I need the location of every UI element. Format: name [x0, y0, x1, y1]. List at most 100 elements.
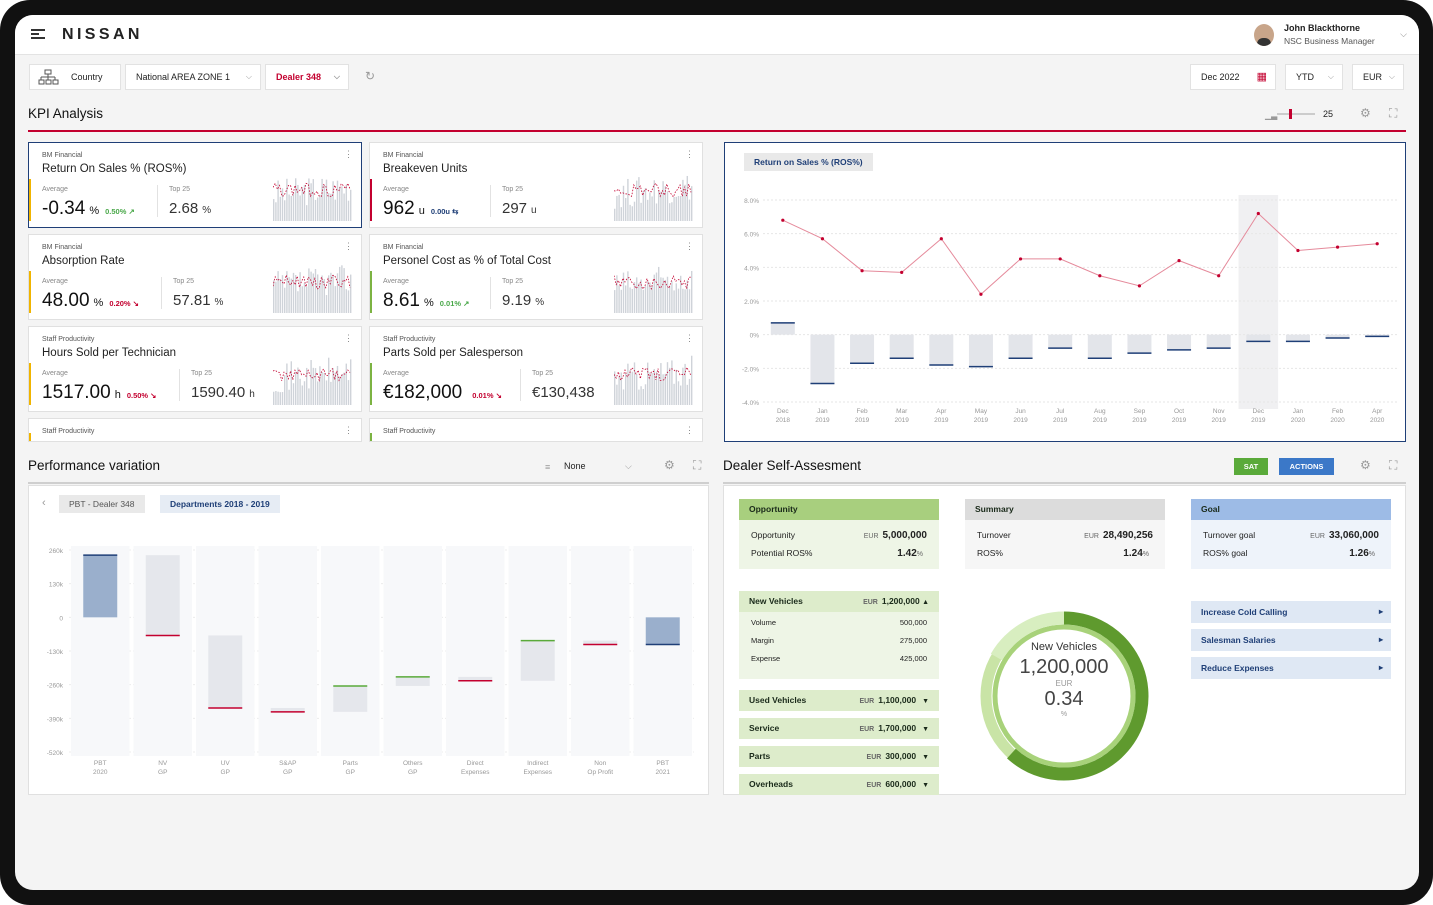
- department-row[interactable]: Used Vehicles EUR 1,100,000 ▼: [739, 690, 939, 711]
- spark-bar: [618, 194, 620, 221]
- kpi-title: Absorption Rate: [42, 255, 125, 267]
- average-number: 8.61: [383, 290, 420, 311]
- more-icon[interactable]: ⋮: [685, 425, 694, 435]
- perf-tab-departments[interactable]: Departments 2018 - 2019: [160, 495, 280, 513]
- spark-bar: [688, 289, 691, 313]
- department-row[interactable]: Service EUR 1,700,000 ▼: [739, 718, 939, 739]
- department-row[interactable]: Overheads EUR 600,000 ▼: [739, 774, 939, 795]
- ros-chart: 8.0% 6.0% 4.0% 2.0% 0% -2.0% -4.0% Dec 2018 Jan 20…: [742, 195, 1397, 424]
- average-value: 962 u 0.00u ⇆: [383, 198, 458, 220]
- kpi-card[interactable]: Staff Productivity ⋮: [28, 418, 362, 442]
- action-item[interactable]: Reduce Expenses ▸: [1191, 657, 1391, 679]
- spark-bar: [638, 389, 640, 405]
- spark-bar: [684, 289, 686, 313]
- spark-bar: [686, 280, 688, 313]
- spark-bar: [290, 195, 292, 221]
- chevron-down-icon: ▼: [922, 782, 929, 789]
- app-screen: NISSAN John Blackthorne NSC Business Man…: [15, 15, 1419, 890]
- slider-value: 25: [1323, 109, 1334, 119]
- spark-bar: [618, 375, 620, 405]
- gear-icon[interactable]: ⚙: [664, 458, 675, 472]
- goal-box: Goal Turnover goal EUR 33,060,000 ROS% goa…: [1191, 499, 1391, 569]
- hierarchy-button[interactable]: [29, 64, 65, 90]
- spark-bar: [673, 290, 675, 313]
- kpi-card[interactable]: Staff Productivity ⋮: [369, 418, 703, 442]
- user-info[interactable]: John Blackthorne NSC Business Manager: [1284, 23, 1389, 46]
- menu-icon[interactable]: [31, 27, 47, 41]
- spark-bar: [312, 367, 314, 405]
- sat-button[interactable]: SAT: [1234, 458, 1268, 475]
- ros-chart-panel: Return on Sales % (ROS%) 8.0% 6.0% 4.0% 2.0…: [724, 142, 1406, 442]
- chevron-down-icon[interactable]: ⌵: [1400, 29, 1407, 39]
- date-filter[interactable]: Dec 2022 ▦: [1190, 64, 1276, 90]
- spark-bar: [649, 192, 651, 221]
- chevron-left-icon[interactable]: ‹: [42, 497, 46, 509]
- perf-filter-value[interactable]: None: [564, 461, 586, 471]
- more-icon[interactable]: ⋮: [344, 149, 353, 159]
- donut-chart: [980, 611, 1149, 781]
- gear-icon[interactable]: ⚙: [1360, 458, 1371, 472]
- spark-bar: [682, 367, 684, 405]
- spark-bar: [308, 178, 310, 221]
- dealer-filter[interactable]: Dealer 348 ⌵: [265, 64, 349, 90]
- average-label: Average: [383, 370, 409, 377]
- top25-number: 57.81: [173, 292, 211, 309]
- expand-icon[interactable]: ⛶: [1389, 458, 1398, 472]
- gear-icon[interactable]: ⚙: [1360, 106, 1371, 120]
- kpi-card[interactable]: Staff Productivity ⋮ Parts Sold per Salesp…: [369, 326, 703, 412]
- slider-handle[interactable]: [1289, 109, 1292, 119]
- chevron-down-icon[interactable]: ⌵: [625, 461, 632, 471]
- x-tick-label: UV: [221, 760, 231, 767]
- sparkline: [614, 175, 693, 221]
- more-icon[interactable]: ⋮: [344, 425, 353, 435]
- kpi-card[interactable]: BM Financial ⋮ Breakeven Units Average 962 u 0…: [369, 142, 703, 228]
- kpi-card[interactable]: BM Financial ⋮ Absorption Rate Average 48.00…: [28, 234, 362, 320]
- average-label: Average: [42, 278, 68, 285]
- department-value: 1,100,000: [878, 695, 917, 705]
- x-tick-label: 2020: [93, 769, 108, 776]
- perf-tab-dealer[interactable]: PBT - Dealer 348: [59, 495, 145, 513]
- kpi-accent: [370, 271, 372, 313]
- avatar[interactable]: [1254, 24, 1274, 46]
- more-icon[interactable]: ⋮: [344, 333, 353, 343]
- spark-bar: [640, 279, 642, 313]
- turnover-label: Turnover: [977, 530, 1011, 540]
- spark-bar: [684, 363, 686, 405]
- more-icon[interactable]: ⋮: [344, 241, 353, 251]
- kpi-card[interactable]: BM Financial ⋮ Personel Cost as % of Total…: [369, 234, 703, 320]
- action-item[interactable]: Increase Cold Calling ▸: [1191, 601, 1391, 623]
- spark-bar: [664, 373, 666, 405]
- spark-bar: [629, 287, 631, 313]
- spark-bar: [653, 369, 655, 405]
- kpi-card[interactable]: Staff Productivity ⋮ Hours Sold per Techni…: [28, 326, 362, 412]
- kpi-category: BM Financial: [42, 244, 83, 251]
- zone-filter[interactable]: National AREA ZONE 1 ⌵: [125, 64, 261, 90]
- actions-button[interactable]: ACTIONS: [1279, 458, 1334, 475]
- average-value: 8.61% 0.01% ↗: [383, 290, 469, 312]
- percent-label: %: [1368, 551, 1375, 558]
- spark-bar: [651, 196, 653, 221]
- potential-ros-value: 1.42: [897, 548, 917, 559]
- waterfall-bar: [145, 555, 180, 636]
- department-row[interactable]: Parts EUR 300,000 ▼: [739, 746, 939, 767]
- ros-bar: [929, 334, 954, 365]
- more-icon[interactable]: ⋮: [685, 333, 694, 343]
- expand-icon[interactable]: ⛶: [693, 458, 702, 472]
- action-item[interactable]: Salesman Salaries ▸: [1191, 629, 1391, 651]
- new-vehicles-box[interactable]: New Vehicles EUR 1,200,000 ▲ Volume 500,000…: [739, 591, 939, 679]
- top25-number: 2.68: [169, 200, 199, 217]
- currency-filter[interactable]: EUR ⌵: [1352, 64, 1404, 90]
- country-filter[interactable]: Country: [61, 64, 121, 90]
- period-filter[interactable]: YTD ⌵: [1285, 64, 1343, 90]
- spark-bar: [633, 201, 636, 221]
- more-icon[interactable]: ⋮: [685, 241, 694, 251]
- refresh-icon[interactable]: ↻: [365, 69, 376, 83]
- filter-icon[interactable]: ≡: [545, 462, 551, 472]
- spark-bar: [651, 284, 653, 313]
- expand-icon[interactable]: ⛶: [1389, 106, 1398, 120]
- top-slider[interactable]: [1277, 109, 1315, 119]
- kpi-card[interactable]: BM Financial ⋮ Return On Sales % (ROS%) Ave…: [28, 142, 362, 228]
- more-icon[interactable]: ⋮: [685, 149, 694, 159]
- new-vehicles-head[interactable]: New Vehicles EUR 1,200,000 ▲: [739, 591, 939, 612]
- spark-bar: [350, 189, 352, 221]
